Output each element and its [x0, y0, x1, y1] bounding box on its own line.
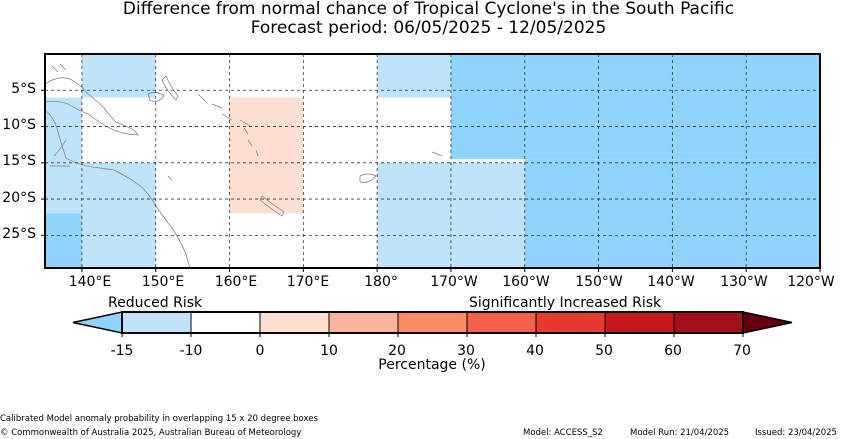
coastlines	[44, 63, 443, 269]
lon-label-150w: 150°W	[575, 274, 623, 290]
forecast-period: Forecast period: 06/05/2025 - 12/05/2025	[250, 18, 607, 38]
shading-region-7	[450, 54, 820, 160]
shading-region-2	[81, 162, 156, 268]
colorbar-label: Percentage (%)	[378, 357, 486, 373]
coastline-australia	[44, 109, 191, 269]
map-frame	[44, 53, 821, 269]
lon-label-170e: 170°E	[286, 274, 330, 290]
shading-region-1	[45, 97, 82, 214]
coastline-png	[44, 77, 139, 136]
footer-model: Model: ACCESS_S2	[523, 428, 603, 438]
footer-model-run: Model Run: 21/04/2025	[630, 428, 730, 438]
colorbar-segment-3	[328, 311, 399, 334]
colorbar-tick: 50	[595, 343, 613, 359]
colorbar-frame	[121, 311, 744, 334]
lat-label-15s: 15°S	[2, 153, 36, 169]
lon-label-140w: 140°W	[647, 274, 695, 290]
footer-copyright: © Commonwealth of Australia 2025, Austra…	[0, 428, 302, 438]
colorbar-segment-4	[397, 311, 468, 334]
increased-risk-caption: Significantly Increased Risk	[469, 295, 662, 311]
lat-label-10s: 10°S	[2, 117, 36, 133]
lon-ticks	[81, 268, 821, 272]
colorbar-segment-8	[673, 311, 744, 334]
colorbar	[72, 311, 793, 337]
colorbar-tick: 30	[457, 343, 475, 359]
lon-label-130w: 130°W	[720, 274, 768, 290]
colorbar-tick: -15	[110, 343, 134, 359]
colorbar-tick: 20	[388, 343, 406, 359]
coastline-vanuatu	[243, 127, 259, 157]
colorbar-tick: -10	[179, 343, 203, 359]
shading-region-5	[377, 54, 451, 98]
lon-label-150e: 150°E	[141, 274, 185, 290]
colorbar-segment-1	[190, 311, 261, 334]
shading-region-3	[45, 213, 82, 268]
lon-label-120w: 120°W	[787, 274, 835, 290]
colorbar-under-arrow	[72, 311, 123, 334]
lon-label-170w: 170°W	[430, 274, 478, 290]
colorbar-tick: 60	[664, 343, 682, 359]
lon-label-160e: 160°E	[214, 274, 258, 290]
chart-title: Difference from normal chance of Tropica…	[122, 0, 735, 19]
colorbar-tick: 0	[255, 343, 265, 359]
coastline-fiji	[359, 173, 377, 183]
footer-note: Calibrated Model anomaly probability in …	[0, 414, 318, 424]
colorbar-over-arrow	[742, 311, 793, 334]
footer-issued: Issued: 23/04/2025	[755, 428, 837, 438]
lat-label-5s: 5°S	[11, 81, 36, 97]
colorbar-tick: 40	[526, 343, 544, 359]
lon-label-180: 180°	[364, 274, 398, 290]
coastline-new-britain	[147, 92, 165, 102]
lat-label-20s: 20°S	[2, 190, 36, 206]
coastline-new-caledonia	[259, 195, 285, 217]
colorbar-segment-5	[466, 311, 537, 334]
lon-label-140e: 140°E	[68, 274, 112, 290]
shading-region-0	[81, 54, 156, 98]
shading-region-4	[229, 97, 304, 214]
lat-ticks	[41, 89, 45, 236]
colorbar-tick: 10	[320, 343, 338, 359]
shading-regions	[45, 54, 820, 268]
lat-label-25s: 25°S	[2, 226, 36, 242]
colorbar-segment-0	[121, 311, 192, 334]
colorbar-segment-6	[535, 311, 606, 334]
colorbar-segment-7	[604, 311, 675, 334]
lon-label-160w: 160°W	[502, 274, 550, 290]
colorbar-segment-2	[259, 311, 330, 334]
coastline-new-ireland	[161, 75, 179, 101]
colorbar-tick: 70	[733, 343, 751, 359]
shading-region-8	[524, 159, 820, 268]
reduced-risk-caption: Reduced Risk	[108, 295, 203, 311]
